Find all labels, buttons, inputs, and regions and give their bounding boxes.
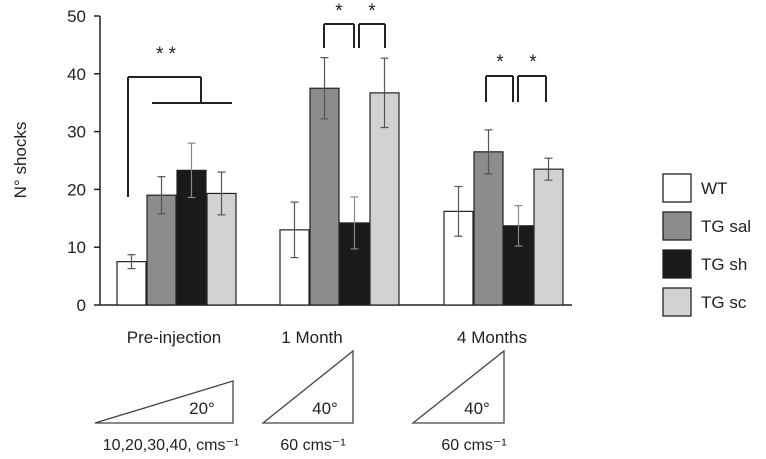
slope-triangle — [94, 380, 234, 424]
significance-label: * — [335, 1, 343, 22]
category-labels: Pre-injection 1 Month 4 Months — [127, 328, 527, 347]
significance-label: * — [529, 52, 537, 73]
y-tick-label: 10 — [67, 238, 86, 257]
x-category-label: Pre-injection — [127, 328, 222, 347]
slope-triangle — [411, 349, 505, 424]
slope-angle-label: 40° — [464, 399, 490, 418]
legend-label: WT — [701, 179, 727, 198]
significance-label: * * — [156, 44, 177, 65]
y-axis-label: N° shocks — [11, 122, 30, 199]
slope-angle-label: 20° — [189, 399, 215, 418]
legend-swatch — [662, 287, 692, 317]
bar — [473, 151, 504, 306]
bar — [279, 229, 310, 306]
y-tick-label: 20 — [67, 180, 86, 199]
legend-swatch — [662, 211, 692, 241]
significance-label: * — [496, 52, 504, 73]
legend-label: TG sal — [701, 217, 751, 236]
x-category-label: 4 Months — [457, 328, 527, 347]
legend-swatch — [662, 173, 692, 203]
slope-triangle — [261, 349, 354, 424]
bars — [116, 57, 564, 306]
condition-panels: 20° 10,20,30,40, cms⁻¹ 40° 60 cms⁻¹ 40° 60 cm… — [94, 349, 507, 454]
speed-label: 60 cms⁻¹ — [441, 437, 506, 454]
bar — [369, 92, 400, 306]
speed-label: 10,20,30,40, cms⁻¹ — [103, 437, 240, 454]
legend-label: TG sh — [701, 255, 747, 274]
slope-angle-label: 40° — [312, 399, 338, 418]
significance-brackets: * * * * * * — [127, 1, 547, 197]
x-category-label: 1 Month — [281, 328, 342, 347]
y-tick-label: 0 — [77, 296, 86, 315]
y-ticks: 0 10 20 30 40 50 — [67, 7, 100, 315]
bar — [309, 87, 340, 306]
significance-label: * — [368, 1, 376, 22]
bar — [176, 169, 207, 306]
y-tick-label: 30 — [67, 123, 86, 142]
legend-swatch — [662, 249, 692, 279]
legend-label: TG sc — [701, 293, 747, 312]
legend: WT TG sal TG sh TG sc — [662, 173, 751, 317]
y-tick-label: 40 — [67, 65, 86, 84]
bar — [533, 168, 564, 306]
speed-label: 60 cms⁻¹ — [280, 437, 345, 454]
y-tick-label: 50 — [67, 7, 86, 26]
